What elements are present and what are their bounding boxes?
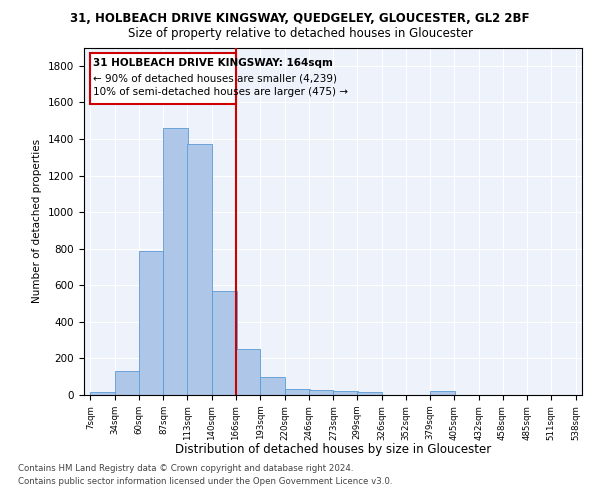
Bar [309, 390, 334, 395]
Bar [334, 392, 358, 395]
Bar [430, 392, 455, 395]
Bar [357, 392, 382, 395]
Bar [236, 350, 260, 395]
Bar [139, 250, 163, 395]
Text: 10% of semi-detached houses are larger (475) →: 10% of semi-detached houses are larger (… [93, 87, 348, 97]
Text: Distribution of detached houses by size in Gloucester: Distribution of detached houses by size … [175, 442, 491, 456]
Y-axis label: Number of detached properties: Number of detached properties [32, 139, 43, 304]
Bar [163, 128, 188, 395]
Bar [91, 392, 115, 395]
Bar [285, 388, 310, 395]
Text: 31, HOLBEACH DRIVE KINGSWAY, QUEDGELEY, GLOUCESTER, GL2 2BF: 31, HOLBEACH DRIVE KINGSWAY, QUEDGELEY, … [70, 12, 530, 26]
Bar [212, 291, 236, 395]
Text: ← 90% of detached houses are smaller (4,239): ← 90% of detached houses are smaller (4,… [93, 73, 337, 83]
Bar [187, 144, 212, 395]
Text: 31 HOLBEACH DRIVE KINGSWAY: 164sqm: 31 HOLBEACH DRIVE KINGSWAY: 164sqm [93, 58, 333, 68]
Bar [115, 371, 140, 395]
Text: Size of property relative to detached houses in Gloucester: Size of property relative to detached ho… [128, 28, 473, 40]
Text: Contains public sector information licensed under the Open Government Licence v3: Contains public sector information licen… [18, 478, 392, 486]
Text: Contains HM Land Registry data © Crown copyright and database right 2024.: Contains HM Land Registry data © Crown c… [18, 464, 353, 473]
Bar [260, 376, 285, 395]
FancyBboxPatch shape [91, 53, 236, 104]
